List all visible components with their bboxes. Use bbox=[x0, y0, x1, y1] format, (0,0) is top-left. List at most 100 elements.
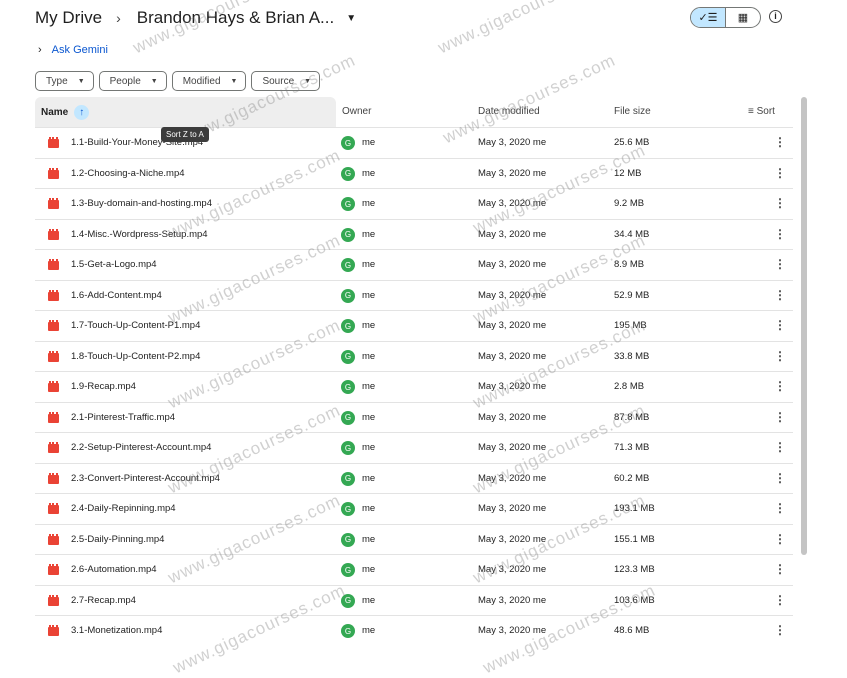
file-name[interactable]: 1.6-Add-Content.mp4 bbox=[71, 289, 162, 301]
more-options-icon[interactable]: ⋮ bbox=[774, 409, 786, 424]
scrollbar[interactable] bbox=[801, 97, 807, 555]
more-options-icon[interactable]: ⋮ bbox=[774, 501, 786, 515]
table-header: Name ↑ Owner Date modified File size ≡ S… bbox=[35, 97, 793, 127]
table-row[interactable]: 2.1-Pinterest-Traffic.mp4 G me May 3, 20… bbox=[35, 401, 793, 433]
table-row[interactable]: 1.1-Build-Your-Money-Site.mp4 G me May 3… bbox=[35, 127, 793, 158]
file-size: 71.3 MB bbox=[614, 442, 650, 453]
filter-chip[interactable]: People ▼ bbox=[98, 71, 167, 91]
table-row[interactable]: 2.5-Daily-Pinning.mp4 G me May 3, 2020 m… bbox=[35, 523, 793, 555]
filter-bar: Type ▼ People ▼ Modified ▼ Source ▼ bbox=[35, 71, 321, 91]
file-name[interactable]: 1.4-Misc.-Wordpress-Setup.mp4 bbox=[71, 228, 208, 240]
ask-gemini-label: Ask Gemini bbox=[51, 44, 108, 56]
tooltip: Sort Z to A bbox=[161, 127, 209, 142]
table-row[interactable]: 2.6-Automation.mp4 G me May 3, 2020 me 1… bbox=[35, 554, 793, 585]
table-row[interactable]: 1.2-Choosing-a-Niche.mp4 G me May 3, 202… bbox=[35, 157, 793, 189]
video-file-icon bbox=[48, 228, 59, 240]
more-options-icon[interactable]: ⋮ bbox=[774, 562, 786, 576]
table-row[interactable]: 1.3-Buy-domain-and-hosting.mp4 G me May … bbox=[35, 188, 793, 219]
more-options-icon[interactable]: ⋮ bbox=[774, 440, 786, 454]
more-options-icon[interactable]: ⋮ bbox=[774, 196, 786, 210]
date-modified: May 3, 2020 me bbox=[478, 594, 547, 606]
date-modified: May 3, 2020 me bbox=[478, 167, 547, 179]
avatar: G bbox=[341, 349, 355, 364]
caret-down-icon[interactable]: ▼ bbox=[346, 12, 357, 24]
breadcrumb-current-folder[interactable]: Brandon Hays & Brian A... bbox=[136, 8, 335, 27]
file-name[interactable]: 3.1-Monetization.mp4 bbox=[71, 625, 163, 636]
table-row[interactable]: 3.1-Monetization.mp4 G me May 3, 2020 me… bbox=[35, 615, 793, 646]
sort-arrow-up-icon[interactable]: ↑ bbox=[74, 104, 90, 120]
more-options-icon[interactable]: ⋮ bbox=[774, 257, 786, 271]
table-row[interactable]: 2.3-Convert-Pinterest-Account.mp4 G me M… bbox=[35, 462, 793, 494]
more-options-icon[interactable]: ⋮ bbox=[774, 135, 786, 149]
more-options-icon[interactable]: ⋮ bbox=[774, 318, 786, 332]
more-options-icon[interactable]: ⋮ bbox=[774, 531, 786, 546]
file-name[interactable]: 1.1-Build-Your-Money-Site.mp4 bbox=[71, 137, 204, 148]
video-file-icon bbox=[48, 625, 59, 636]
table-row[interactable]: 1.9-Recap.mp4 G me May 3, 2020 me 2.8 MB… bbox=[35, 371, 793, 402]
table-row[interactable]: 1.4-Misc.-Wordpress-Setup.mp4 G me May 3… bbox=[35, 218, 793, 250]
file-size: 25.6 MB bbox=[614, 137, 650, 148]
owner: me bbox=[362, 167, 376, 179]
filter-chip[interactable]: Type ▼ bbox=[35, 71, 94, 91]
avatar: G bbox=[341, 136, 355, 150]
grid-view-button[interactable]: ▦ bbox=[737, 12, 749, 24]
owner: me bbox=[362, 259, 376, 270]
file-size: 34.4 MB bbox=[614, 228, 650, 240]
more-options-icon[interactable]: ⋮ bbox=[774, 165, 786, 180]
info-icon[interactable]: i bbox=[769, 10, 782, 23]
name-column-header[interactable]: Name ↑ bbox=[35, 97, 336, 127]
file-name[interactable]: 1.9-Recap.mp4 bbox=[71, 381, 136, 392]
file-name[interactable]: 1.7-Touch-Up-Content-P1.mp4 bbox=[71, 320, 201, 331]
breadcrumb-my-drive[interactable]: My Drive bbox=[35, 8, 103, 27]
file-name[interactable]: 2.6-Automation.mp4 bbox=[71, 564, 157, 575]
table-row[interactable]: 1.5-Get-a-Logo.mp4 G me May 3, 2020 me 8… bbox=[35, 249, 793, 280]
file-name[interactable]: 2.4-Daily-Repinning.mp4 bbox=[71, 503, 176, 514]
file-name[interactable]: 1.5-Get-a-Logo.mp4 bbox=[71, 259, 157, 270]
video-file-icon bbox=[48, 472, 59, 484]
file-name[interactable]: 1.3-Buy-domain-and-hosting.mp4 bbox=[71, 198, 212, 209]
owner: me bbox=[362, 442, 376, 453]
table-row[interactable]: 2.7-Recap.mp4 G me May 3, 2020 me 103.6 … bbox=[35, 584, 793, 616]
size-column-header[interactable]: File size bbox=[614, 106, 651, 117]
file-name[interactable]: 2.5-Daily-Pinning.mp4 bbox=[71, 533, 165, 545]
file-name[interactable]: 1.8-Touch-Up-Content-P2.mp4 bbox=[71, 350, 201, 362]
avatar: G bbox=[341, 593, 355, 608]
avatar: G bbox=[341, 563, 355, 577]
file-name[interactable]: 2.7-Recap.mp4 bbox=[71, 594, 136, 606]
file-name[interactable]: 1.2-Choosing-a-Niche.mp4 bbox=[71, 167, 185, 179]
more-options-icon[interactable]: ⋮ bbox=[774, 287, 786, 302]
file-name[interactable]: 2.1-Pinterest-Traffic.mp4 bbox=[71, 411, 176, 423]
more-options-icon[interactable]: ⋮ bbox=[774, 379, 786, 393]
owner: me bbox=[362, 411, 376, 423]
more-options-icon[interactable]: ⋮ bbox=[774, 348, 786, 363]
owner: me bbox=[362, 198, 376, 209]
list-view-button[interactable]: ✓☰ bbox=[691, 8, 726, 27]
date-modified: May 3, 2020 me bbox=[478, 350, 547, 362]
table-row[interactable]: 2.4-Daily-Repinning.mp4 G me May 3, 2020… bbox=[35, 493, 793, 524]
date-modified: May 3, 2020 me bbox=[478, 289, 547, 301]
table-row[interactable]: 2.2-Setup-Pinterest-Account.mp4 G me May… bbox=[35, 432, 793, 463]
file-size: 123.3 MB bbox=[614, 564, 655, 575]
more-options-icon[interactable]: ⋮ bbox=[774, 592, 786, 607]
more-options-icon[interactable]: ⋮ bbox=[774, 470, 786, 485]
avatar: G bbox=[341, 624, 355, 638]
owner: me bbox=[362, 594, 376, 606]
avatar: G bbox=[341, 532, 355, 547]
more-options-icon[interactable]: ⋮ bbox=[774, 623, 786, 637]
date-column-header[interactable]: Date modified bbox=[478, 106, 540, 117]
avatar: G bbox=[341, 441, 355, 455]
filter-label: Source bbox=[262, 75, 295, 87]
caret-down-icon: ▼ bbox=[230, 77, 238, 85]
file-list: 1.1-Build-Your-Money-Site.mp4 G me May 3… bbox=[35, 127, 793, 646]
file-name[interactable]: 2.2-Setup-Pinterest-Account.mp4 bbox=[71, 442, 212, 453]
sort-label: Sort bbox=[756, 106, 775, 117]
sort-button[interactable]: ≡ Sort bbox=[748, 106, 775, 117]
table-row[interactable]: 1.7-Touch-Up-Content-P1.mp4 G me May 3, … bbox=[35, 310, 793, 341]
filter-chip[interactable]: Source ▼ bbox=[251, 71, 321, 91]
ask-gemini[interactable]: › Ask Gemini bbox=[38, 44, 108, 56]
filter-chip[interactable]: Modified ▼ bbox=[171, 71, 247, 91]
table-row[interactable]: 1.6-Add-Content.mp4 G me May 3, 2020 me … bbox=[35, 279, 793, 311]
table-row[interactable]: 1.8-Touch-Up-Content-P2.mp4 G me May 3, … bbox=[35, 340, 793, 372]
more-options-icon[interactable]: ⋮ bbox=[774, 226, 786, 241]
file-name[interactable]: 2.3-Convert-Pinterest-Account.mp4 bbox=[71, 472, 220, 484]
